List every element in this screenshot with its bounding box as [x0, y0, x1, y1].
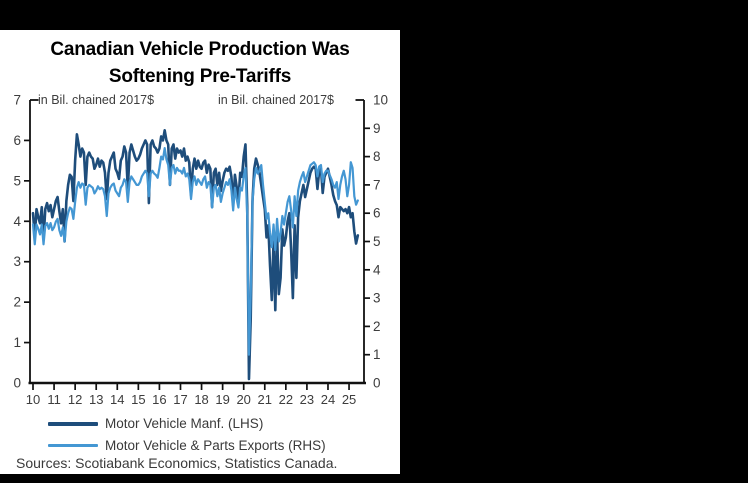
x-tick-label: 17: [173, 392, 187, 407]
x-tick-label: 23: [300, 392, 314, 407]
right-y-tick-label: 9: [373, 121, 381, 136]
x-tick-label: 11: [47, 392, 61, 407]
right-axis-title: in Bil. chained 2017$: [218, 93, 334, 107]
x-tick-label: 20: [236, 392, 250, 407]
x-tick-label: 12: [68, 392, 82, 407]
right-y-tick-label: 5: [373, 234, 381, 249]
left-y-tick-label: 2: [13, 295, 21, 310]
left-y-tick-label: 5: [13, 173, 21, 188]
x-tick-label: 24: [321, 392, 335, 407]
legend-swatch-rhs: [48, 444, 98, 447]
right-y-tick-label: 6: [373, 206, 381, 221]
axes: 10 11 12 13 14 15 16 17 18 19 20 21 22 23 24 2501234567…: [13, 93, 388, 408]
chart-title: Canadian Vehicle Production Was Softenin…: [0, 30, 400, 90]
left-y-tick-label: 6: [13, 133, 21, 148]
left-axis-title: in Bil. chained 2017$: [38, 93, 154, 107]
right-y-tick-label: 8: [373, 149, 381, 164]
x-tick-label: 19: [215, 392, 229, 407]
right-y-tick-label: 10: [373, 93, 388, 108]
legend-label-rhs: Motor Vehicle & Parts Exports (RHS): [105, 438, 326, 453]
chart-legend: Motor Vehicle Manf. (LHS) Motor Vehicle …: [48, 416, 326, 453]
x-tick-label: 21: [258, 392, 272, 407]
x-tick-label: 22: [279, 392, 293, 407]
left-y-tick-label: 4: [13, 214, 21, 229]
right-y-tick-label: 4: [373, 262, 381, 277]
x-tick-label: 14: [110, 392, 124, 407]
right-y-tick-label: 3: [373, 291, 381, 306]
x-tick-label: 18: [194, 392, 208, 407]
series-line-lhs: [31, 129, 360, 381]
right-y-tick-label: 2: [373, 319, 381, 334]
x-tick-label: 15: [131, 392, 145, 407]
sources-note: Sources: Scotiabank Economics, Statistic…: [16, 455, 338, 471]
x-tick-label: 16: [152, 392, 166, 407]
legend-label-lhs: Motor Vehicle Manf. (LHS): [105, 416, 264, 431]
left-y-tick-label: 0: [13, 376, 21, 391]
chart-card: Canadian Vehicle Production Was Softenin…: [0, 30, 400, 474]
chart-title-line-2: Softening Pre-Tariffs: [108, 66, 292, 87]
chart-title-line-1: Canadian Vehicle Production Was: [50, 39, 350, 60]
left-y-tick-label: 1: [13, 335, 21, 350]
left-y-tick-label: 3: [13, 254, 21, 269]
x-tick-label: 25: [342, 392, 356, 407]
right-y-tick-label: 7: [373, 177, 381, 192]
legend-item-rhs: Motor Vehicle & Parts Exports (RHS): [48, 438, 326, 453]
x-tick-label: 10: [26, 392, 40, 407]
right-y-tick-label: 0: [373, 376, 381, 391]
legend-item-lhs: Motor Vehicle Manf. (LHS): [48, 416, 326, 431]
series-line-rhs: [31, 147, 359, 356]
left-y-tick-label: 7: [13, 93, 21, 108]
right-y-tick-label: 1: [373, 347, 381, 362]
vehicle-production-plot: 10 11 12 13 14 15 16 17 18 19 20 21 22 23 24 2501234567…: [13, 93, 388, 408]
legend-swatch-lhs: [48, 421, 98, 426]
x-tick-label: 13: [89, 392, 103, 407]
